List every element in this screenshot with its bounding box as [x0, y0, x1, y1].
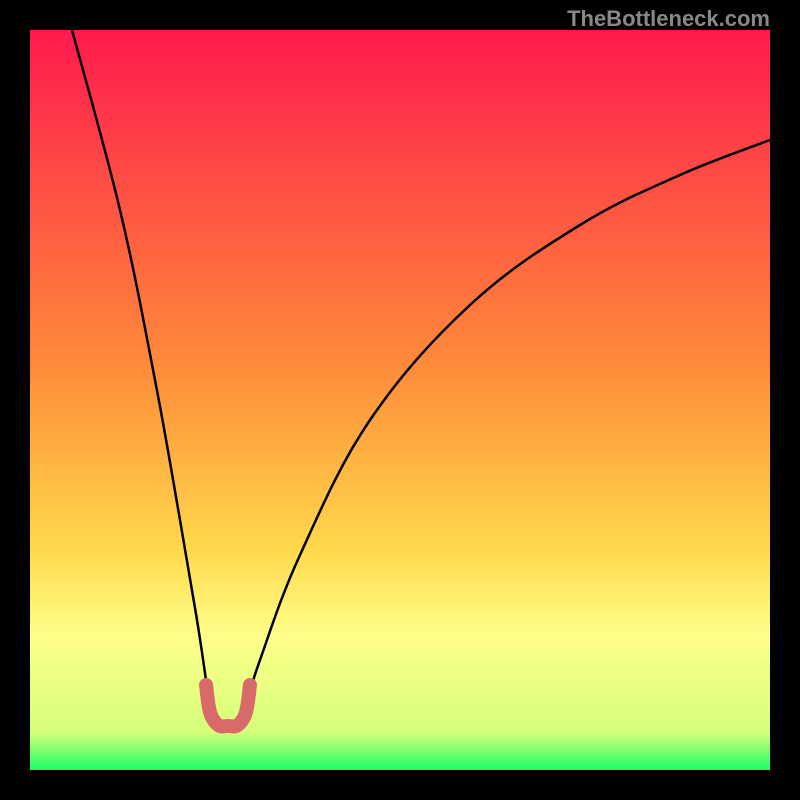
- curve-left-branch: [72, 30, 210, 708]
- bottleneck-curve: [0, 0, 800, 800]
- curve-right-branch: [245, 140, 770, 708]
- chart-frame: TheBottleneck.com: [0, 0, 800, 800]
- curve-trough: [206, 685, 250, 726]
- watermark-text: TheBottleneck.com: [567, 6, 770, 32]
